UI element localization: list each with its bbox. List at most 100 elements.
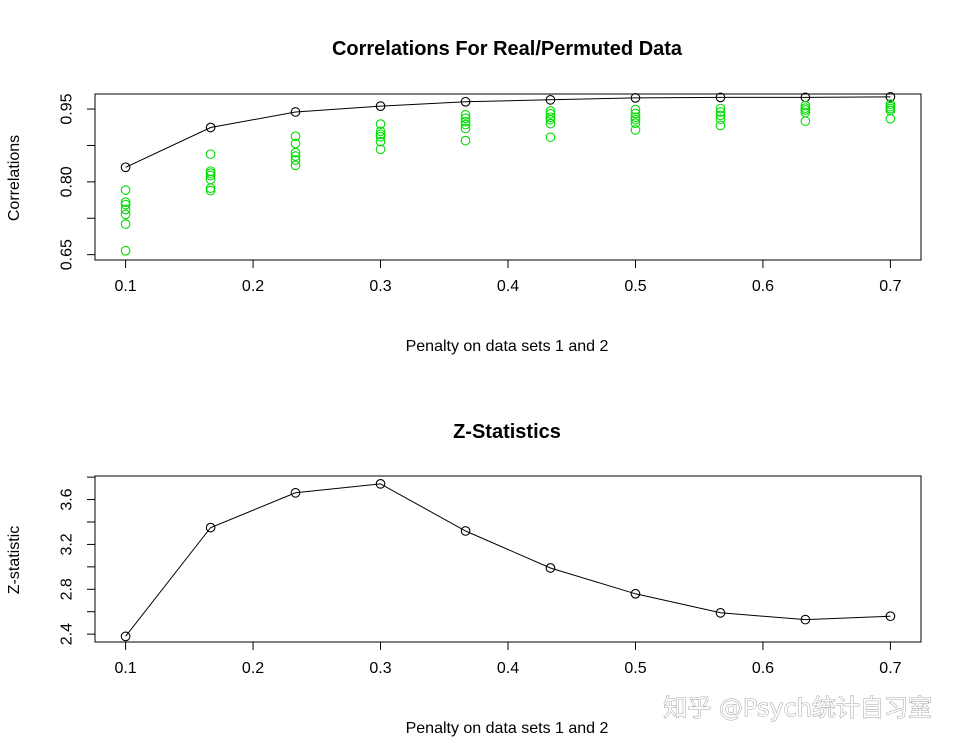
permuted-point xyxy=(375,144,386,155)
permuted-point xyxy=(290,160,301,171)
chart-title: Correlations For Real/Permuted Data xyxy=(332,38,683,60)
data-point xyxy=(630,588,641,599)
permuted-point xyxy=(120,185,131,195)
x-tick-label: 0.5 xyxy=(624,278,646,295)
y-tick-label: 0.65 xyxy=(59,239,76,270)
permuted-point xyxy=(800,116,811,127)
permuted-point xyxy=(545,112,556,123)
permuted-point xyxy=(800,103,811,113)
permuted-point xyxy=(120,204,131,215)
permuted-point xyxy=(375,119,386,129)
permuted-point xyxy=(715,120,726,131)
permuted-point xyxy=(290,155,301,165)
watermark: 知乎 @Psych统计自习室 xyxy=(663,694,932,722)
data-point xyxy=(545,94,556,105)
data-point xyxy=(715,607,726,618)
permuted-point xyxy=(630,114,641,125)
permuted-point xyxy=(205,170,216,181)
permuted-point xyxy=(630,112,641,123)
permuted-point xyxy=(545,132,556,143)
series-line xyxy=(125,483,891,637)
data-point xyxy=(205,522,216,533)
permuted-point xyxy=(120,199,131,210)
data-point xyxy=(630,93,641,103)
y-tick-label: 3.2 xyxy=(59,533,76,555)
permuted-point xyxy=(290,131,301,142)
data-point xyxy=(290,107,301,117)
permuted-point xyxy=(290,151,301,161)
permuted-point xyxy=(290,147,301,158)
permuted-point xyxy=(460,116,471,127)
permuted-point xyxy=(120,245,131,256)
permuted-point xyxy=(120,219,131,229)
y-axis: 0.65 0.80 0.95 xyxy=(59,93,95,270)
permuted-point xyxy=(885,101,896,112)
correlations-chart: Correlations For Real/Permuted Data Pena… xyxy=(6,38,922,355)
permuted-point xyxy=(545,118,556,129)
y-axis-label: Z-statistic xyxy=(6,526,23,594)
permuted-point xyxy=(545,106,556,116)
x-axis-label: Penalty on data sets 1 and 2 xyxy=(406,720,609,737)
permuted-point xyxy=(460,119,471,130)
permuted-point xyxy=(120,197,131,208)
x-tick-label: 0.7 xyxy=(879,278,901,295)
chart-title: Z-Statistics xyxy=(453,421,561,443)
x-axis-label: Penalty on data sets 1 and 2 xyxy=(406,338,609,355)
permuted-point xyxy=(715,114,726,125)
data-point xyxy=(800,614,811,625)
permuted-point xyxy=(205,166,216,177)
permuted-point xyxy=(800,100,811,111)
permuted-point xyxy=(885,113,896,124)
x-tick-label: 0.5 xyxy=(624,660,646,677)
data-point xyxy=(205,122,216,133)
x-axis: 0.1 0.2 0.3 0.4 0.5 0.6 0.7 xyxy=(114,642,902,677)
y-tick-label: 0.80 xyxy=(59,166,76,197)
data-point xyxy=(885,611,896,622)
permuted-point xyxy=(375,131,386,142)
permuted-point xyxy=(800,107,811,118)
permuted-point xyxy=(460,123,471,134)
permuted-point xyxy=(630,118,641,128)
permuted-point xyxy=(630,125,641,135)
x-tick-label: 0.4 xyxy=(497,278,519,295)
permuted-point xyxy=(460,110,471,120)
permuted-point xyxy=(205,185,216,196)
permuted-point xyxy=(205,149,216,160)
data-point xyxy=(375,101,386,111)
data-point xyxy=(120,631,131,642)
permuted-point xyxy=(460,135,471,146)
z-statistics-chart: Z-Statistics Penalty on data sets 1 and … xyxy=(6,421,922,737)
plot-frame xyxy=(94,475,922,643)
y-tick-label: 3.6 xyxy=(59,488,76,510)
data-point xyxy=(375,479,386,489)
x-tick-label: 0.4 xyxy=(497,660,519,677)
permuted-point xyxy=(290,138,301,149)
y-axis-label: Correlations xyxy=(6,135,23,221)
x-tick-label: 0.6 xyxy=(752,278,774,295)
data-point xyxy=(885,92,896,102)
data-point xyxy=(545,563,556,573)
permuted-point xyxy=(715,110,726,121)
data-point xyxy=(715,92,726,103)
permuted-point xyxy=(375,129,386,140)
data-point xyxy=(120,162,131,173)
permuted-point xyxy=(545,109,556,119)
x-tick-label: 0.1 xyxy=(114,278,136,295)
permuted-point xyxy=(375,126,386,137)
y-tick-label: 0.95 xyxy=(59,93,76,124)
y-tick-label: 2.4 xyxy=(59,623,76,645)
x-tick-label: 0.2 xyxy=(242,278,264,295)
permuted-point xyxy=(715,103,726,114)
x-axis: 0.1 0.2 0.3 0.4 0.5 0.6 0.7 xyxy=(114,260,902,295)
x-tick-label: 0.3 xyxy=(369,660,391,677)
x-tick-label: 0.6 xyxy=(752,660,774,677)
permuted-point xyxy=(885,99,896,110)
y-axis: 2.4 2.8 3.2 3.6 xyxy=(59,476,95,645)
chart-marks xyxy=(120,479,896,642)
series-line xyxy=(125,96,891,168)
chart-marks xyxy=(120,92,896,256)
data-point xyxy=(460,96,471,107)
permuted-point xyxy=(630,108,641,119)
permuted-point xyxy=(630,104,641,115)
